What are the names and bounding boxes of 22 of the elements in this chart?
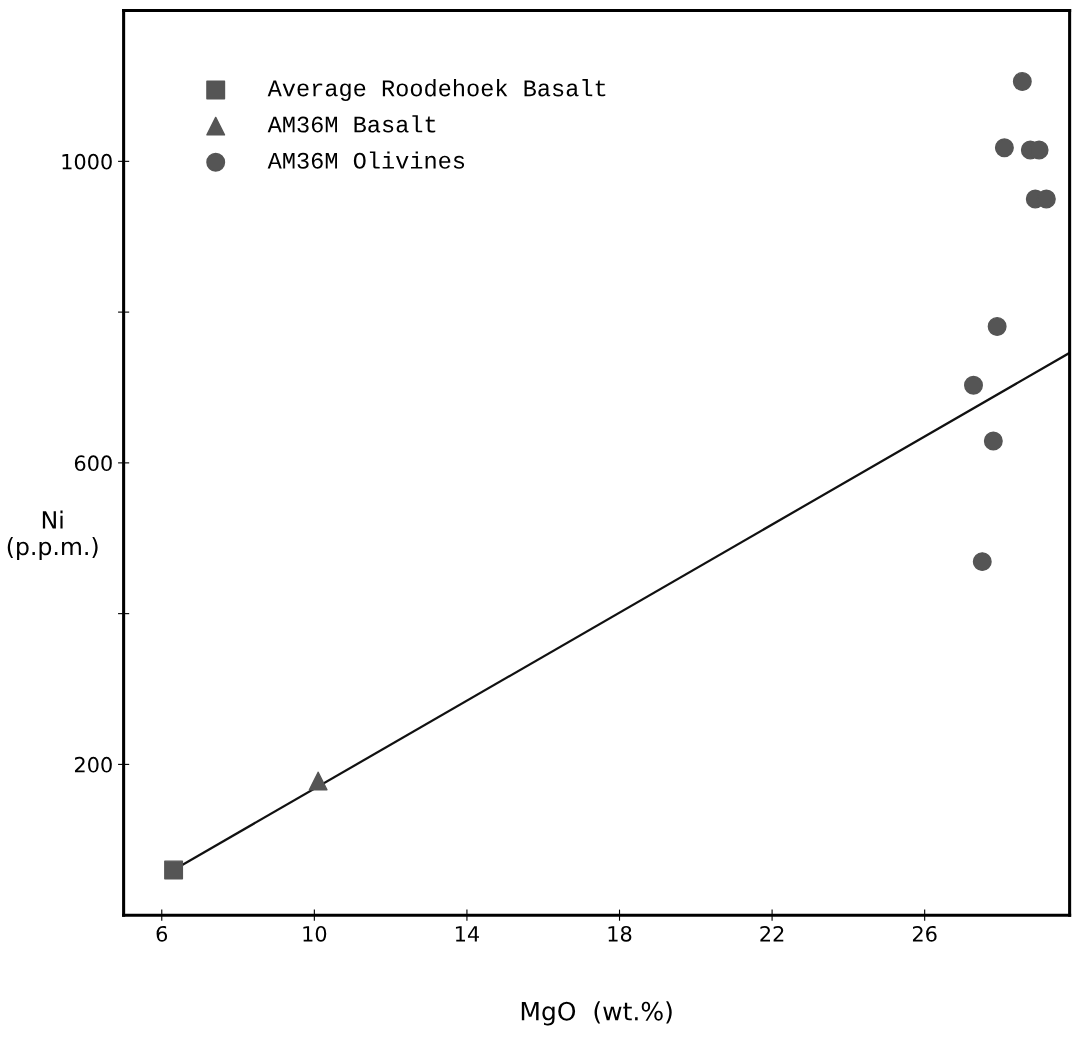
x-axis-title: MgO (wt.%) xyxy=(521,1001,672,1026)
legend-label: AM36M Basalt xyxy=(267,115,436,133)
x-tick-label: 26 xyxy=(912,925,937,942)
x-tick-label: 22 xyxy=(760,925,784,942)
x-tick-label: 14 xyxy=(455,926,480,942)
point xyxy=(987,316,1007,336)
y-tick-label: 200 xyxy=(74,756,112,773)
point xyxy=(1012,71,1032,91)
point xyxy=(994,138,1014,158)
point xyxy=(308,771,328,791)
point xyxy=(983,431,1003,451)
x-tick-label: 18 xyxy=(608,925,632,942)
point xyxy=(964,375,983,395)
point xyxy=(164,860,184,880)
point xyxy=(972,552,992,572)
x-tick-label: 6 xyxy=(156,925,168,942)
x-tick-label: 10 xyxy=(303,925,327,942)
legend-label: AM36M Olivines xyxy=(267,151,465,169)
y-axis-title: Ni (p.p.m.) xyxy=(7,510,98,560)
y-tick-label: 600 xyxy=(74,455,112,472)
legend-label: Average Roodehoek Basalt xyxy=(267,79,606,102)
y-tick-label: 1000 xyxy=(62,153,112,170)
